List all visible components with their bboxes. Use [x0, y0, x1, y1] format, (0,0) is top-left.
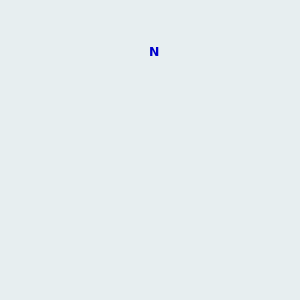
- Text: N: N: [148, 46, 159, 59]
